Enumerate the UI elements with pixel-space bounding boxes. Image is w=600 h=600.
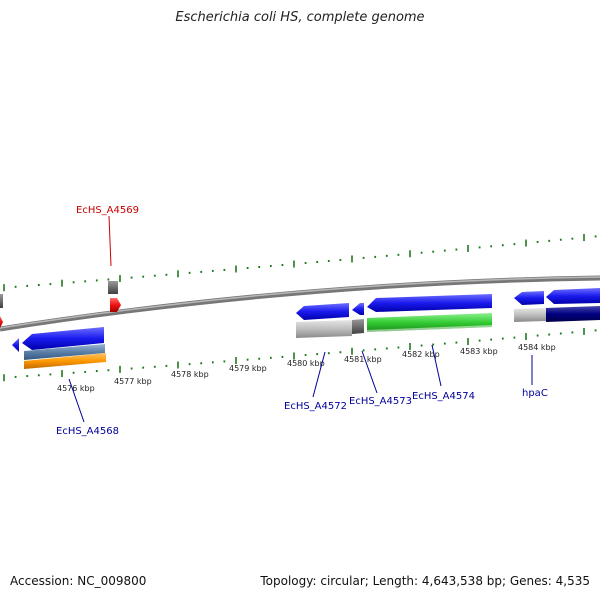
scale-label-4584: 4584 kbp [518, 343, 556, 352]
genome-backbone [0, 275, 600, 332]
scale-label-4577: 4577 kbp [114, 377, 152, 386]
gene-label-echs-a4572[interactable]: EcHS_A4572 [284, 401, 347, 412]
feature-echs-a4573[interactable] [352, 319, 364, 334]
feature-echs-a4569[interactable] [110, 298, 121, 312]
feature-echs-a4568[interactable] [22, 327, 104, 350]
feature-orange-bar[interactable] [24, 353, 106, 369]
arrow-blue-right-1[interactable] [514, 291, 544, 305]
feature-left-red[interactable] [0, 316, 3, 328]
feature-echs-a4573-blue[interactable] [367, 294, 492, 312]
feature-navy-bar[interactable] [546, 306, 600, 322]
feature-steel-bar[interactable] [24, 344, 105, 360]
scale-label-4583: 4583 kbp [460, 347, 498, 356]
gene-label-hpac[interactable]: hpaC [522, 388, 548, 399]
gene-labels: EcHS_A4569 EcHS_A4568 EcHS_A4572 EcHS_A4… [56, 205, 548, 437]
scale-label-4578: 4578 kbp [171, 370, 209, 379]
arrow-small-left-2[interactable] [352, 303, 364, 315]
gene-label-echs-a4569[interactable]: EcHS_A4569 [76, 205, 139, 216]
gene-label-echs-a4568[interactable]: EcHS_A4568 [56, 426, 119, 437]
topology-text: Topology: circular; Length: 4,643,538 bp… [260, 574, 590, 588]
arrow-blue-right-2[interactable] [546, 288, 600, 304]
feature-hpac[interactable] [514, 308, 546, 322]
scale-label-4580: 4580 kbp [287, 359, 325, 368]
scale-label-4581: 4581 kbp [344, 355, 382, 364]
gene-label-echs-a4573[interactable]: EcHS_A4573 [349, 396, 412, 407]
feature-left-grey[interactable] [0, 294, 3, 308]
feature-echs-a4569-grey[interactable] [108, 281, 118, 294]
scale-labels: 4576 kbp 4577 kbp 4578 kbp 4579 kbp 4580… [57, 343, 556, 393]
accession-text: Accession: NC_009800 [10, 574, 147, 588]
gene-features [0, 281, 600, 369]
map-title: Escherichia coli HS, complete genome [175, 10, 425, 25]
feature-echs-a4572[interactable] [296, 320, 352, 338]
scale-label-4576: 4576 kbp [57, 384, 95, 393]
gene-label-echs-a4574[interactable]: EcHS_A4574 [412, 391, 475, 402]
scale-label-4582: 4582 kbp [402, 350, 440, 359]
scale-label-4579: 4579 kbp [229, 364, 267, 373]
feature-echs-a4572-blue[interactable] [296, 303, 349, 320]
tick-ring-outer [3, 234, 597, 292]
tick-ring-inner [3, 327, 597, 382]
arrow-small-left-1[interactable] [12, 338, 19, 352]
gene-label-lines [68, 215, 533, 423]
